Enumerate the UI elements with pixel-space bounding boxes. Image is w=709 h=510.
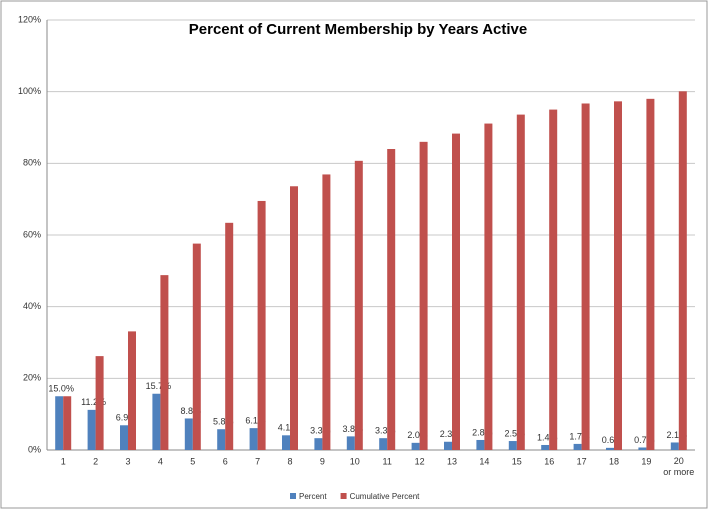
x-tick-label: 9	[320, 456, 325, 466]
bar	[217, 429, 226, 450]
x-tick-label: 2	[93, 456, 98, 466]
bar	[549, 109, 558, 450]
data-label: 3.3%	[310, 426, 331, 436]
bar	[225, 222, 234, 450]
bar	[257, 200, 266, 450]
y-tick-label: 120%	[18, 14, 41, 24]
data-label: 4.1%	[278, 423, 299, 433]
bar	[452, 133, 460, 450]
legend-label: Cumulative Percent	[350, 492, 421, 501]
x-tick-label: 12	[415, 456, 425, 466]
bar	[192, 243, 201, 450]
data-label: 11.2%	[81, 397, 106, 407]
bar	[249, 428, 258, 450]
x-tick-label: 14	[479, 456, 489, 466]
bar	[387, 149, 396, 450]
bar	[484, 123, 493, 450]
x-tick-label: 13	[447, 456, 457, 466]
legend-label: Percent	[299, 492, 327, 501]
bar	[128, 331, 136, 450]
bar	[678, 91, 687, 450]
bar	[638, 447, 647, 450]
data-label: 3.3%	[375, 426, 396, 436]
x-tick-label: 1	[61, 456, 66, 466]
data-label: 1.7%	[569, 431, 590, 441]
bar	[419, 141, 428, 451]
legend-swatch	[340, 493, 347, 499]
data-label: 2.5%	[505, 428, 526, 438]
bar	[670, 442, 679, 450]
bar	[184, 418, 193, 450]
bar	[516, 114, 525, 450]
bar	[282, 435, 290, 450]
bar	[95, 356, 104, 450]
bar	[614, 101, 622, 450]
x-tick-label: 20 or more	[663, 456, 694, 477]
data-label: 3.8%	[343, 424, 364, 434]
bar	[152, 393, 161, 450]
x-tick-label: 15	[512, 456, 522, 466]
bar	[606, 447, 614, 450]
y-tick-label: 20%	[23, 373, 41, 383]
bar	[411, 442, 420, 450]
x-tick-label: 11	[383, 456, 392, 466]
bar	[120, 425, 128, 450]
x-tick-label: 10	[350, 456, 360, 466]
x-tick-label: 8	[287, 456, 292, 466]
data-label: 0.7%	[634, 435, 655, 445]
data-label: 6.1%	[245, 416, 266, 426]
data-label: 2.0%	[407, 430, 428, 440]
data-label: 6.9%	[116, 413, 137, 423]
y-tick-label: 100%	[18, 86, 41, 96]
bar	[87, 409, 96, 450]
y-tick-label: 80%	[23, 158, 41, 168]
bar	[160, 275, 169, 450]
x-tick-label: 16	[544, 456, 554, 466]
bar	[63, 396, 72, 450]
x-tick-label: 19	[641, 456, 651, 466]
y-tick-label: 0%	[28, 444, 41, 454]
bar	[444, 441, 452, 450]
bar	[581, 103, 590, 450]
x-tick-label: 17	[577, 456, 587, 466]
data-label: 1.4%	[537, 432, 558, 442]
bar	[55, 396, 64, 450]
data-label: 2.1%	[667, 430, 688, 440]
bar	[508, 441, 517, 450]
bar	[346, 436, 355, 450]
x-tick-label: 5	[190, 456, 195, 466]
x-tick-label: 6	[223, 456, 228, 466]
bar	[573, 443, 582, 450]
y-tick-label: 40%	[23, 301, 41, 311]
data-label: 0.6%	[602, 435, 623, 445]
data-label: 2.8%	[472, 427, 493, 437]
chart-title: Percent of Current Membership by Years A…	[189, 21, 527, 38]
bar	[379, 438, 388, 450]
data-label: 15.0%	[48, 384, 74, 394]
bar	[476, 439, 485, 450]
bar	[322, 174, 331, 451]
data-label: 5.8%	[213, 417, 234, 427]
y-tick-label: 60%	[23, 229, 41, 239]
data-label: 2.3%	[440, 429, 461, 439]
bar	[314, 438, 323, 450]
x-tick-label: 3	[125, 456, 130, 466]
data-label: 15.7%	[146, 381, 172, 391]
bar	[290, 186, 298, 450]
x-tick-label: 18	[609, 456, 619, 466]
bar	[354, 160, 363, 450]
x-tick-label: 7	[255, 456, 260, 466]
bar	[646, 98, 655, 450]
data-label: 8.8%	[181, 406, 202, 416]
legend-swatch	[290, 493, 296, 499]
bar	[541, 444, 550, 450]
x-tick-label: 4	[158, 456, 163, 466]
